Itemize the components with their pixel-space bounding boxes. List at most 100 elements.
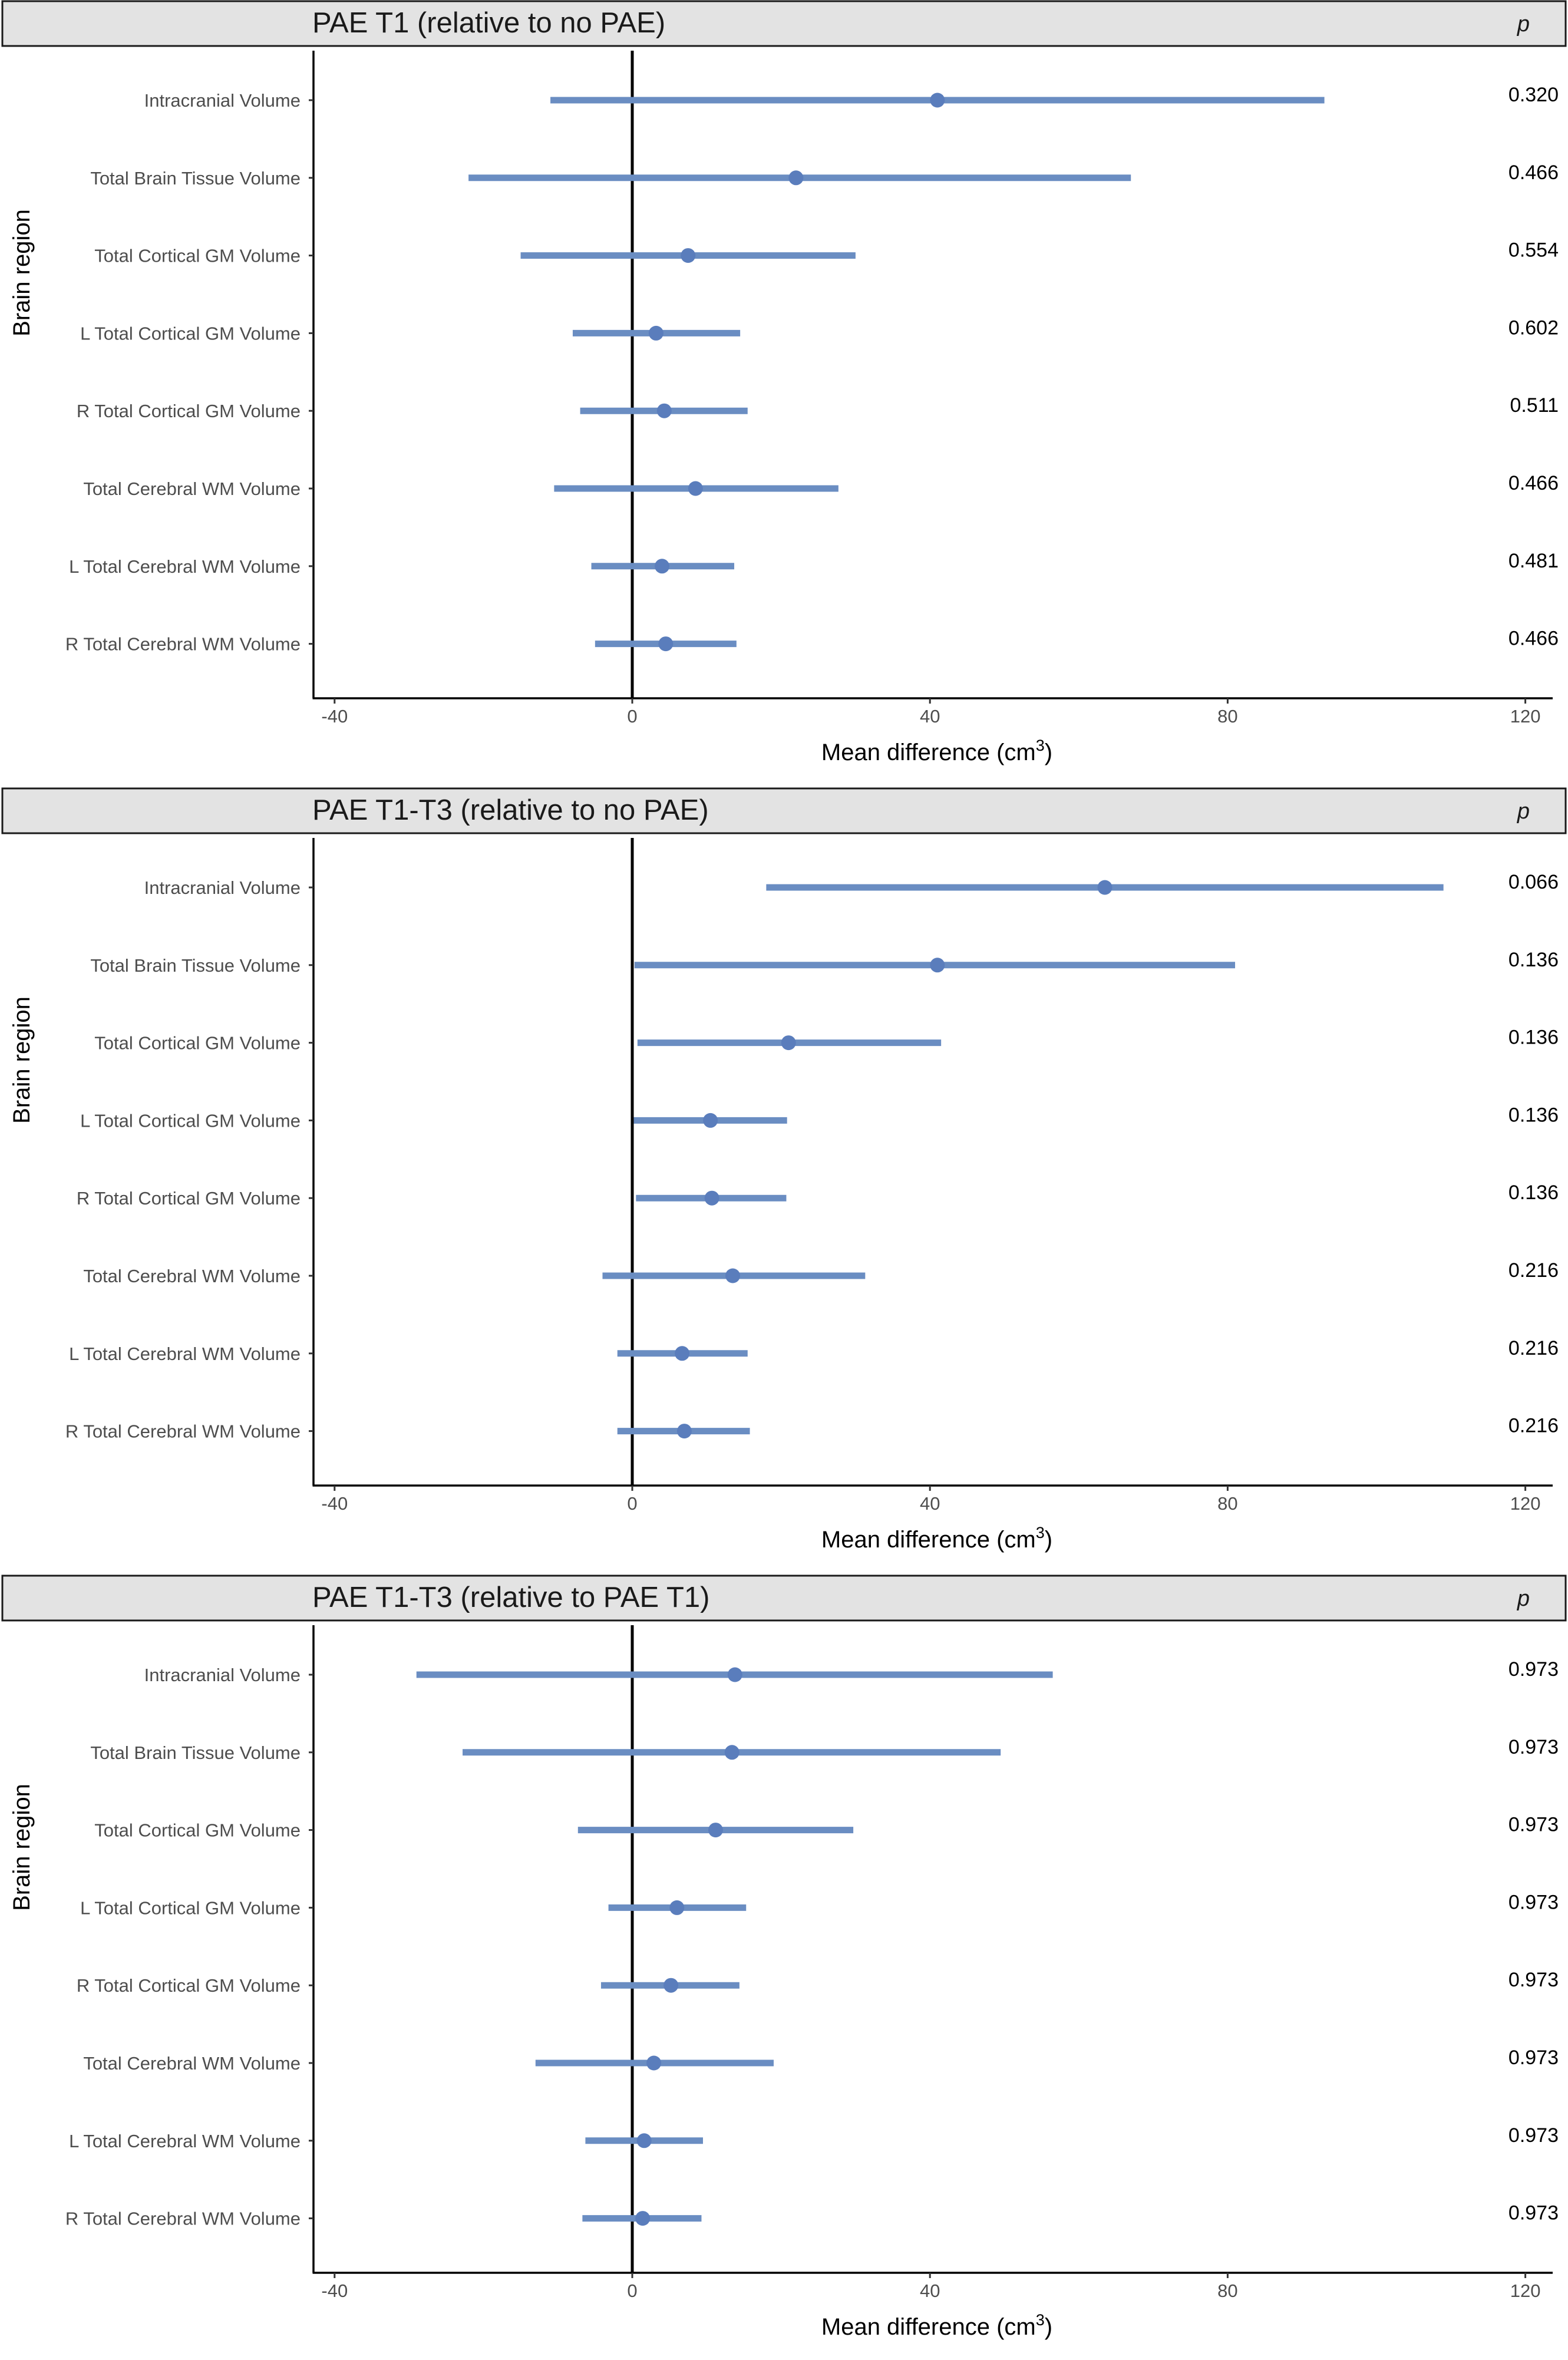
region-label: R Total Cerebral WM Volume — [65, 1421, 301, 1442]
x-axis-title-text: Mean difference (cm — [821, 1527, 1036, 1553]
p-value: 0.511 — [1510, 394, 1559, 417]
x-tick-marks — [334, 698, 1527, 704]
forest-row: R Total Cerebral WM Volume 0.466 — [65, 628, 1559, 655]
forest-row: R Total Cortical GM Volume 0.511 — [77, 394, 1559, 421]
p-value: 0.136 — [1508, 1181, 1559, 1204]
region-label: Total Cerebral WM Volume — [83, 1266, 301, 1286]
x-tick-labels: -40 0 40 80 120 — [321, 1493, 1540, 1514]
x-tick-label: 80 — [1217, 1493, 1237, 1514]
panel-pae-t1-t3: PAE T1-T3 (relative to no PAE) p Brain r… — [1, 787, 1567, 1553]
region-label: Total Brain Tissue Volume — [90, 1742, 301, 1763]
p-value: 0.973 — [1508, 2202, 1559, 2224]
p-value: 0.973 — [1508, 1814, 1559, 1836]
region-label: Intracranial Volume — [144, 90, 301, 111]
estimate-point — [681, 248, 696, 263]
x-tick-label: 120 — [1510, 706, 1541, 727]
forest-row: Total Brain Tissue Volume 0.973 — [90, 1736, 1559, 1763]
x-tick-label: 0 — [627, 2280, 637, 2301]
forest-row: Intracranial Volume 0.973 — [144, 1658, 1559, 1685]
x-tick-label: 120 — [1510, 1493, 1541, 1514]
estimate-point — [688, 481, 703, 496]
region-label: L Total Cerebral WM Volume — [69, 556, 301, 577]
region-label: R Total Cerebral WM Volume — [65, 634, 301, 655]
p-column-header: p — [1517, 1586, 1530, 1611]
x-tick-label: 80 — [1217, 2280, 1237, 2301]
x-axis-title-close: ) — [1045, 1527, 1052, 1553]
p-value: 0.973 — [1508, 1658, 1559, 1681]
x-tick-label: 120 — [1510, 2280, 1541, 2301]
estimate-point — [676, 1424, 692, 1439]
p-value: 0.216 — [1508, 1259, 1559, 1282]
p-value: 0.136 — [1508, 1104, 1559, 1126]
estimate-point — [646, 2055, 662, 2071]
estimate-point — [636, 2133, 652, 2148]
forest-row: Intracranial Volume 0.066 — [144, 871, 1559, 898]
estimate-point — [656, 403, 672, 418]
x-tick-label: 40 — [920, 2280, 940, 2301]
estimate-point — [727, 1667, 742, 1682]
forest-row: Total Cerebral WM Volume 0.973 — [83, 2047, 1559, 2074]
region-label: Total Cerebral WM Volume — [83, 2053, 301, 2074]
panel-title: PAE T1 (relative to no PAE) — [312, 7, 665, 39]
estimate-point — [703, 1113, 718, 1128]
region-label: Total Cortical GM Volume — [94, 1033, 301, 1054]
estimate-point — [724, 1745, 740, 1760]
region-label: L Total Cortical GM Volume — [80, 1897, 301, 1918]
region-label: L Total Cerebral WM Volume — [69, 2131, 301, 2151]
p-value: 0.973 — [1508, 1891, 1559, 1913]
x-tick-labels: -40 0 40 80 120 — [321, 706, 1540, 727]
estimate-point — [663, 1978, 679, 1993]
p-value: 0.554 — [1508, 239, 1559, 262]
forest-row: Total Cerebral WM Volume 0.466 — [83, 472, 1559, 499]
x-tick-label: 40 — [920, 1493, 940, 1514]
x-axis-title-text: Mean difference (cm — [821, 740, 1036, 765]
x-tick-label: -40 — [321, 2280, 348, 2301]
x-tick-label: 40 — [920, 706, 940, 727]
p-value: 0.973 — [1508, 1736, 1559, 1758]
x-tick-marks — [334, 2273, 1527, 2278]
p-column-header: p — [1517, 799, 1530, 824]
x-axis-title-close: ) — [1045, 2314, 1052, 2340]
p-value: 0.973 — [1508, 2047, 1559, 2069]
forest-row: L Total Cerebral WM Volume 0.216 — [69, 1337, 1559, 1364]
p-value: 0.602 — [1508, 316, 1559, 339]
x-axis-title-close: ) — [1045, 740, 1052, 765]
p-value: 0.973 — [1508, 2124, 1559, 2147]
estimate-point — [930, 958, 945, 973]
p-value: 0.466 — [1508, 161, 1559, 184]
region-label: Total Brain Tissue Volume — [90, 168, 301, 189]
region-label: Total Cortical GM Volume — [94, 1820, 301, 1841]
region-label: R Total Cortical GM Volume — [77, 401, 301, 421]
x-axis-title-superscript: 3 — [1036, 2311, 1045, 2329]
estimate-point — [708, 1823, 723, 1838]
x-tick-label: -40 — [321, 706, 348, 727]
forest-row: L Total Cerebral WM Volume 0.481 — [69, 550, 1559, 577]
estimate-point — [788, 170, 804, 186]
region-label: R Total Cerebral WM Volume — [65, 2209, 301, 2229]
forest-row: L Total Cortical GM Volume 0.973 — [80, 1891, 1559, 1918]
p-value: 0.466 — [1508, 472, 1559, 494]
p-value: 0.973 — [1508, 1969, 1559, 1991]
region-label: Total Cerebral WM Volume — [83, 478, 301, 499]
y-axis-title: Brain region — [9, 996, 35, 1124]
estimate-point — [675, 1346, 690, 1361]
panel-pae-t1-t3-vs-t1: PAE T1-T3 (relative to PAE T1) p Brain r… — [1, 1575, 1567, 2340]
forest-rows: Intracranial Volume 0.320 Total Brain Ti… — [65, 84, 1559, 655]
forest-row: Total Cortical GM Volume 0.973 — [94, 1814, 1559, 1841]
forest-row: L Total Cortical GM Volume 0.136 — [80, 1104, 1559, 1131]
forest-row: Total Cortical GM Volume 0.136 — [94, 1026, 1559, 1054]
region-label: Total Cortical GM Volume — [94, 246, 301, 266]
panel-pae-t1: PAE T1 (relative to no PAE) p Brain regi… — [1, 0, 1567, 765]
p-value: 0.136 — [1508, 949, 1559, 971]
x-axis-title: Mean difference (cm3) — [821, 737, 1052, 765]
y-axis-title: Brain region — [9, 1784, 35, 1911]
panel-title: PAE T1-T3 (relative to no PAE) — [312, 794, 709, 826]
x-tick-label: 80 — [1217, 706, 1237, 727]
p-column-header: p — [1517, 12, 1530, 37]
forest-row: Intracranial Volume 0.320 — [144, 84, 1559, 111]
estimate-point — [655, 559, 670, 574]
estimate-point — [658, 636, 674, 652]
p-value: 0.216 — [1508, 1415, 1559, 1437]
x-axis-title: Mean difference (cm3) — [821, 1524, 1052, 1553]
